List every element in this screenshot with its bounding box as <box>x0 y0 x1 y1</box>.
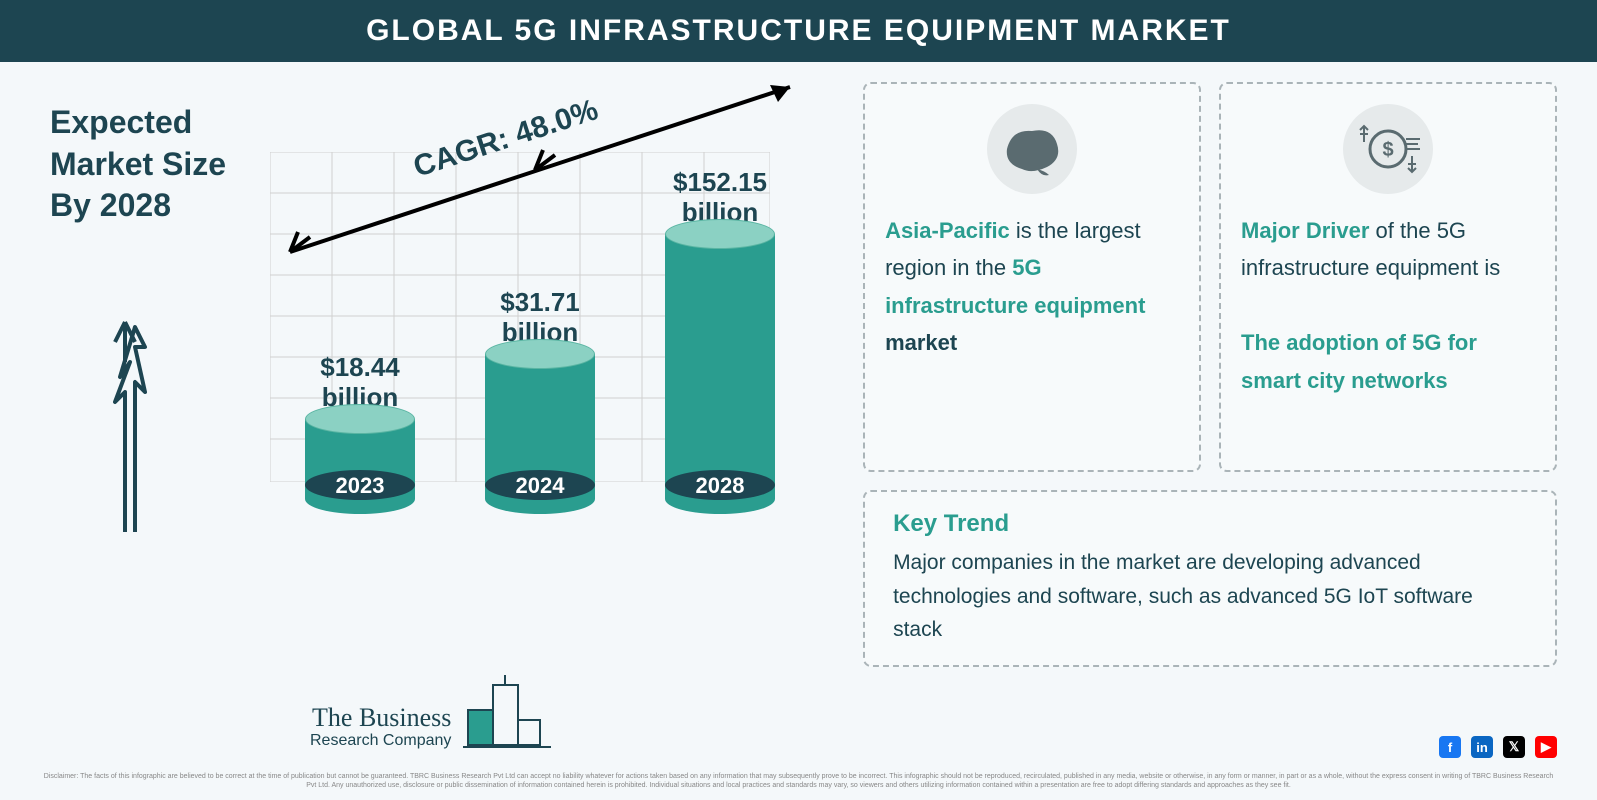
chart-subtitle: Expected Market Size By 2028 <box>50 102 230 227</box>
logo-buildings-icon <box>463 670 553 750</box>
facebook-icon[interactable]: f <box>1439 736 1461 758</box>
svg-text:$: $ <box>1382 139 1393 161</box>
region-line2: market <box>885 330 957 355</box>
bolt-arrow-icon <box>90 312 160 542</box>
company-logo: The Business Research Company <box>310 670 553 750</box>
title-bar: GLOBAL 5G INFRASTRUCTURE EQUIPMENT MARKE… <box>0 0 1597 62</box>
trend-title: Key Trend <box>893 510 1527 538</box>
page-title: GLOBAL 5G INFRASTRUCTURE EQUIPMENT MARKE… <box>366 14 1231 47</box>
bar-group: $18.44billion2023 <box>300 353 420 514</box>
driver-title: Major Driver <box>1241 218 1369 243</box>
driver-text: Major Driver of the 5G infrastructure eq… <box>1241 212 1535 399</box>
driver-dollar-icon: $ <box>1343 104 1433 194</box>
logo-line1: The Business <box>310 704 451 733</box>
info-row: Asia-Pacific is the largest region in th… <box>863 82 1557 472</box>
chart-panel: Expected Market Size By 2028 <box>40 82 833 692</box>
social-icons: f in 𝕏 ▶ <box>1439 736 1557 758</box>
cyl-top <box>305 404 415 434</box>
driver-box: $ Major Driver of the 5G infrastructure … <box>1219 82 1557 472</box>
driver-highlight: The adoption of 5G for smart city networ… <box>1241 330 1477 392</box>
x-icon[interactable]: 𝕏 <box>1503 736 1525 758</box>
asia-map-icon <box>987 104 1077 194</box>
content-area: Expected Market Size By 2028 <box>0 62 1597 702</box>
bar-year-label: 2028 <box>660 473 780 499</box>
disclaimer-text: Disclaimer: The facts of this infographi… <box>40 772 1557 790</box>
bar-year-label: 2023 <box>300 473 420 499</box>
cyl-top <box>485 339 595 369</box>
region-text: Asia-Pacific is the largest region in th… <box>885 212 1179 362</box>
region-box: Asia-Pacific is the largest region in th… <box>863 82 1201 472</box>
region-highlight: Asia-Pacific <box>885 218 1010 243</box>
info-panel: Asia-Pacific is the largest region in th… <box>863 82 1557 692</box>
cyl-top <box>665 219 775 249</box>
linkedin-icon[interactable]: in <box>1471 736 1493 758</box>
trend-box: Key Trend Major companies in the market … <box>863 490 1557 667</box>
youtube-icon[interactable]: ▶ <box>1535 736 1557 758</box>
logo-text: The Business Research Company <box>310 704 451 750</box>
bar-group: $152.15billion2028 <box>660 168 780 514</box>
trend-text: Major companies in the market are develo… <box>893 546 1527 647</box>
chart-area: CAGR: 48.0% $18.44billion2023$31.71billi… <box>240 92 800 562</box>
logo-line2: Research Company <box>310 732 451 750</box>
bar-year-label: 2024 <box>480 473 600 499</box>
bars-container: $18.44billion2023 $31.71billion2024 $152.1… <box>280 92 800 562</box>
bar-group: $31.71billion2024 <box>480 288 600 514</box>
